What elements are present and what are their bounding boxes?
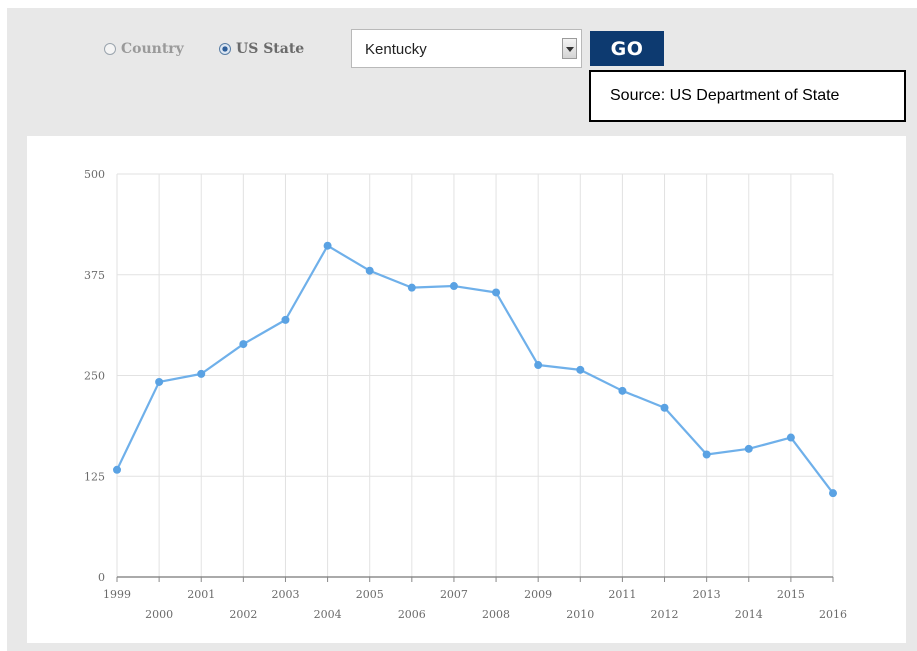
- data-point: [113, 465, 121, 474]
- data-point: [323, 241, 332, 250]
- data-point: [281, 315, 290, 324]
- go-button[interactable]: GO: [590, 31, 664, 66]
- radio-country-label: Country: [121, 41, 184, 57]
- data-point: [618, 386, 627, 395]
- x-tick-label: 2014: [735, 608, 763, 621]
- x-tick-label: 2010: [566, 608, 594, 621]
- data-point: [155, 377, 164, 386]
- data-point: [660, 403, 669, 412]
- controls-bar: Country US State Kentucky GO Source: US …: [7, 8, 917, 128]
- series-line: [116, 244, 834, 494]
- x-tick-label: 2005: [356, 588, 384, 601]
- data-point: [365, 266, 374, 275]
- x-tick-label: 2006: [398, 608, 426, 621]
- x-tick-label: 2007: [440, 588, 468, 601]
- line-chart: 0 125 250 375 500 1999 2000 2001 2002 2003 2004 200…: [84, 168, 847, 621]
- radio-unchecked-icon[interactable]: [104, 43, 116, 55]
- radio-us-state-label: US State: [236, 41, 305, 57]
- data-point: [744, 444, 753, 453]
- chevron-down-icon[interactable]: [562, 38, 577, 59]
- x-tick-label: 2012: [651, 608, 679, 621]
- x-tick-label: 2004: [314, 608, 342, 621]
- y-tick-label: 0: [98, 571, 105, 584]
- data-point: [449, 282, 458, 291]
- data-point: [702, 450, 711, 459]
- radio-country[interactable]: Country: [104, 41, 184, 57]
- radio-us-state[interactable]: US State: [219, 41, 304, 57]
- data-point: [407, 283, 416, 292]
- y-tick-label: 125: [84, 470, 105, 483]
- x-tick-label: 2002: [229, 608, 257, 621]
- data-point: [829, 489, 837, 498]
- y-tick-label: 500: [84, 168, 105, 181]
- x-tick-label: 2011: [608, 588, 636, 601]
- x-tick-label: 2015: [777, 588, 805, 601]
- chart-card: 0 125 250 375 500 1999 2000 2001 2002 2003 2004 200…: [27, 136, 906, 643]
- x-tick-label: 2009: [524, 588, 552, 601]
- state-select-value: Kentucky: [365, 41, 427, 58]
- source-label: Source: US Department of State: [610, 87, 840, 104]
- radio-checked-icon[interactable]: [219, 43, 231, 55]
- data-point: [534, 361, 543, 370]
- x-tick-label: 2003: [271, 588, 299, 601]
- data-point: [239, 340, 248, 349]
- source-label-box: Source: US Department of State: [589, 70, 906, 122]
- search-panel: Country US State Kentucky GO Source: US …: [7, 8, 917, 651]
- data-point: [197, 369, 206, 378]
- data-point: [786, 433, 795, 442]
- data-point: [492, 288, 501, 297]
- x-tick-label: 1999: [103, 588, 131, 601]
- data-point: [576, 365, 585, 374]
- x-tick-label: 2000: [145, 608, 173, 621]
- state-select[interactable]: Kentucky: [351, 29, 582, 68]
- x-tick-label: 2016: [819, 608, 847, 621]
- y-tick-label: 250: [84, 370, 105, 383]
- x-tick-label: 2008: [482, 608, 510, 621]
- y-tick-label: 375: [84, 269, 105, 282]
- x-tick-label: 2001: [187, 588, 215, 601]
- x-tick-label: 2013: [693, 588, 721, 601]
